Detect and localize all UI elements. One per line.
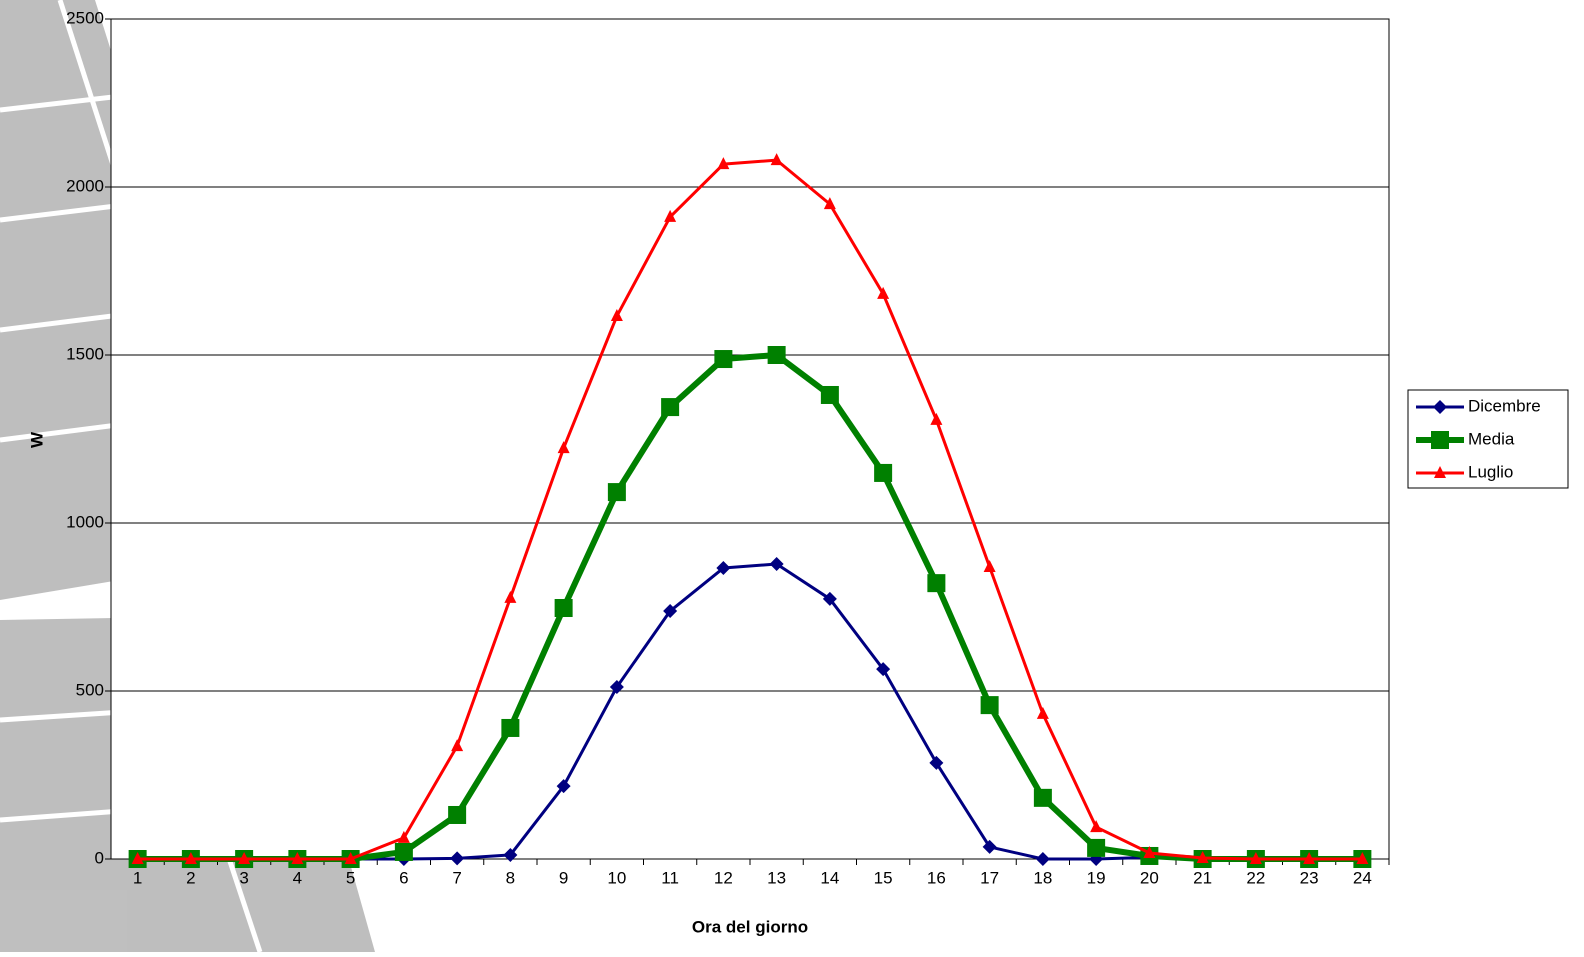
data-point: [291, 852, 304, 864]
x-tick-label: 21: [1193, 868, 1212, 887]
x-tick-label: 18: [1033, 868, 1052, 887]
data-point: [930, 412, 943, 425]
data-point: [131, 852, 144, 864]
x-tick-label: 5: [346, 868, 355, 887]
x-tick-label: 7: [452, 868, 461, 887]
legend-swatch-marker: [1431, 431, 1449, 449]
data-point: [717, 157, 730, 170]
x-tick-label: 19: [1087, 868, 1106, 887]
data-point: [501, 718, 520, 737]
data-point: [448, 805, 467, 824]
legend-label: Luglio: [1468, 462, 1513, 481]
data-point: [1356, 852, 1369, 864]
x-tick-label: 9: [559, 868, 568, 887]
series-line: [137, 158, 1363, 861]
legend-swatch-marker: [1433, 400, 1447, 414]
x-tick-label: 17: [980, 868, 999, 887]
data-point: [184, 852, 197, 864]
x-tick-label: 12: [714, 868, 733, 887]
y-tick-label: 2000: [66, 176, 104, 195]
x-tick-label: 24: [1353, 868, 1372, 887]
data-point: [769, 556, 784, 571]
data-point: [238, 852, 251, 864]
data-point: [770, 153, 783, 166]
data-point: [927, 574, 946, 593]
data-point: [716, 561, 731, 576]
data-point: [822, 591, 837, 606]
data-point: [767, 346, 786, 364]
plot-area: [110, 18, 1390, 860]
data-point: [983, 560, 996, 573]
data-point: [876, 662, 891, 677]
data-point: [929, 755, 944, 770]
data-point: [980, 696, 999, 715]
data-point: [451, 739, 464, 752]
y-tick-label: 1000: [66, 512, 104, 531]
data-point: [450, 851, 465, 866]
data-point: [344, 852, 357, 864]
x-tick-label: 16: [927, 868, 946, 887]
x-tick-label: 2: [186, 868, 195, 887]
x-tick-label: 10: [607, 868, 626, 887]
data-point: [1036, 706, 1049, 719]
data-point: [1303, 852, 1316, 864]
data-point: [503, 847, 518, 862]
data-point: [1143, 845, 1156, 858]
x-tick-label: 11: [661, 868, 679, 887]
data-point: [557, 441, 570, 454]
data-point: [663, 604, 678, 619]
data-point: [714, 350, 733, 369]
data-point: [607, 483, 626, 502]
data-point: [823, 197, 836, 210]
data-point: [664, 209, 677, 222]
data-point: [1196, 850, 1209, 863]
y-axis-title: W: [27, 431, 46, 448]
data-point: [556, 779, 571, 794]
data-point: [1087, 838, 1106, 857]
x-tick-label: 14: [820, 868, 839, 887]
x-tick-label: 13: [767, 868, 786, 887]
y-tick-label: 1500: [66, 344, 104, 363]
x-tick-label: 23: [1300, 868, 1319, 887]
data-point: [554, 599, 573, 618]
x-tick-label: 4: [293, 868, 302, 887]
x-tick-label: 22: [1246, 868, 1265, 887]
data-point: [610, 309, 623, 322]
data-point: [609, 679, 624, 694]
data-point: [1090, 820, 1103, 833]
data-point: [874, 463, 893, 482]
data-point: [661, 398, 680, 417]
y-tick-label: 0: [95, 848, 104, 867]
y-tick-label: 2500: [66, 8, 104, 27]
data-point: [504, 590, 517, 603]
x-tick-label: 1: [133, 868, 142, 887]
data-point: [394, 842, 413, 861]
x-tick-label: 8: [506, 868, 515, 887]
y-tick-label: 500: [76, 680, 104, 699]
legend-swatch-marker: [1434, 466, 1446, 478]
data-point: [982, 839, 997, 854]
data-point: [397, 830, 410, 843]
data-point: [1249, 852, 1262, 864]
legend-label: Dicembre: [1468, 396, 1541, 415]
x-tick-label: 3: [239, 868, 248, 887]
data-point: [1035, 852, 1050, 866]
x-tick-label: 15: [874, 868, 893, 887]
x-tick-label: 20: [1140, 868, 1159, 887]
legend-label: Media: [1468, 429, 1515, 448]
data-point: [1033, 788, 1052, 807]
data-point: [820, 385, 839, 404]
x-tick-label: 6: [399, 868, 408, 887]
data-point: [877, 286, 890, 299]
x-axis-title: Ora del giorno: [692, 917, 808, 936]
